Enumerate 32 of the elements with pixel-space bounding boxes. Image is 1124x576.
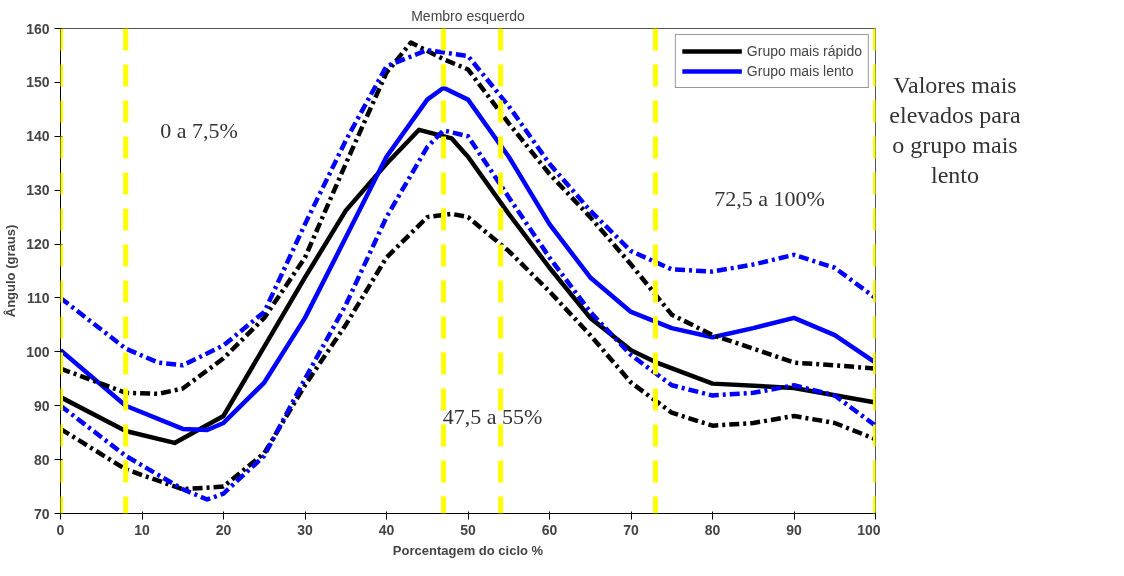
x-tick-label: 60	[541, 521, 558, 538]
y-tick-label: 140	[26, 128, 50, 145]
y-tick-label: 130	[26, 182, 50, 199]
x-tick-label: 90	[786, 521, 802, 538]
x-tick-label: 100	[857, 521, 881, 538]
x-tick-label: 50	[460, 521, 476, 538]
annotation: 72,5 a 100%	[714, 185, 825, 211]
x-tick-label: 0	[56, 521, 65, 538]
y-tick-label: 100	[26, 343, 50, 360]
y-axis-title: Ângulo (graus)	[3, 224, 19, 318]
y-tick-label: 90	[33, 397, 50, 414]
text: Valores mais elevados para o grupo mais lento	[888, 71, 1022, 190]
y-tick-label: 80	[33, 451, 50, 468]
annotation: 0 a 7,5%	[160, 117, 238, 143]
x-tick-label: 10	[134, 521, 150, 538]
x-axis-title: Porcentagem do ciclo %	[392, 542, 544, 558]
x-tick-label: 20	[215, 521, 232, 538]
y-tick-label: 110	[26, 289, 50, 306]
annotation: 47,5 a 55%	[442, 404, 543, 429]
line-series	[60, 211, 876, 492]
x-tick-label: 30	[297, 521, 313, 538]
y-tick-label: 70	[33, 505, 50, 522]
chart-title: Membro esquerdo	[411, 7, 526, 24]
legend-label: Grupo mais lento	[746, 63, 854, 79]
x-tick-label: 80	[704, 521, 721, 538]
legend-label: Grupo mais rápido	[746, 43, 862, 59]
y-tick-label: 120	[26, 236, 50, 253]
y-tick-label: 150	[26, 74, 50, 91]
y-tick-label: 160	[26, 20, 50, 37]
x-tick-label: 70	[623, 521, 639, 538]
line-series	[60, 85, 876, 433]
x-tick-label: 40	[378, 521, 395, 538]
